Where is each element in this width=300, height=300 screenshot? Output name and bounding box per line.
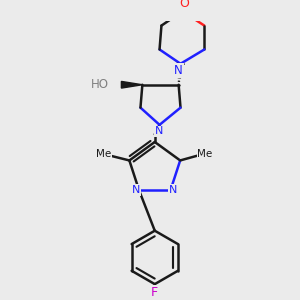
- Text: N: N: [169, 185, 178, 195]
- Text: O: O: [179, 0, 189, 10]
- Text: Me: Me: [96, 149, 111, 159]
- Text: N: N: [132, 185, 140, 195]
- Text: F: F: [151, 286, 158, 299]
- Text: N: N: [155, 127, 164, 136]
- Polygon shape: [122, 81, 142, 88]
- Text: Me: Me: [197, 149, 213, 159]
- Text: HO: HO: [91, 78, 109, 91]
- Text: N: N: [174, 64, 183, 77]
